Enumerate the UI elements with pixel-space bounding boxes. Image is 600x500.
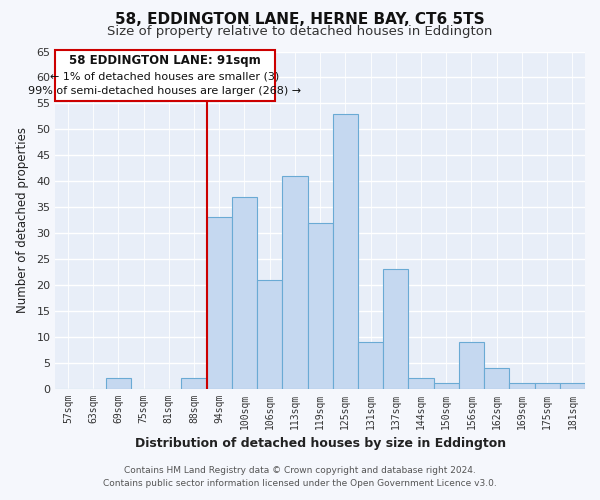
Bar: [358, 342, 383, 388]
Text: Contains HM Land Registry data © Crown copyright and database right 2024.
Contai: Contains HM Land Registry data © Crown c…: [103, 466, 497, 487]
Text: ← 1% of detached houses are smaller (3): ← 1% of detached houses are smaller (3): [50, 72, 280, 82]
Text: 99% of semi-detached houses are larger (268) →: 99% of semi-detached houses are larger (…: [28, 86, 302, 97]
Bar: [560, 384, 585, 388]
Y-axis label: Number of detached properties: Number of detached properties: [16, 127, 29, 313]
Bar: [308, 222, 333, 388]
Text: 58, EDDINGTON LANE, HERNE BAY, CT6 5TS: 58, EDDINGTON LANE, HERNE BAY, CT6 5TS: [115, 12, 485, 28]
Bar: [106, 378, 131, 388]
Bar: [181, 378, 206, 388]
Bar: [282, 176, 308, 388]
Bar: [206, 218, 232, 388]
Bar: [535, 384, 560, 388]
Bar: [484, 368, 509, 388]
FancyBboxPatch shape: [55, 50, 275, 101]
Text: 58 EDDINGTON LANE: 91sqm: 58 EDDINGTON LANE: 91sqm: [69, 54, 261, 68]
X-axis label: Distribution of detached houses by size in Eddington: Distribution of detached houses by size …: [134, 437, 506, 450]
Bar: [333, 114, 358, 388]
Bar: [434, 384, 459, 388]
Bar: [509, 384, 535, 388]
Bar: [459, 342, 484, 388]
Bar: [257, 280, 282, 388]
Text: Size of property relative to detached houses in Eddington: Size of property relative to detached ho…: [107, 25, 493, 38]
Bar: [232, 196, 257, 388]
Bar: [383, 270, 409, 388]
Bar: [409, 378, 434, 388]
